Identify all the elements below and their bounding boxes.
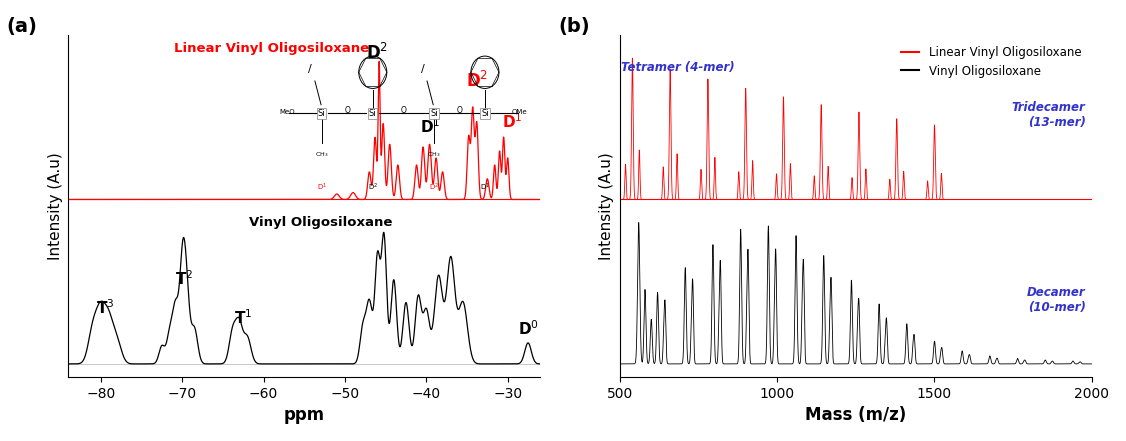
Y-axis label: Intensity (A.u): Intensity (A.u) xyxy=(47,152,63,260)
Text: Tetramer (4-mer): Tetramer (4-mer) xyxy=(622,61,735,74)
Text: T$^3$: T$^3$ xyxy=(96,298,114,317)
Text: (a): (a) xyxy=(7,17,38,36)
Text: Vinyl Oligosiloxane: Vinyl Oligosiloxane xyxy=(249,216,392,229)
X-axis label: ppm: ppm xyxy=(284,406,324,424)
Text: D$^0$: D$^0$ xyxy=(518,319,538,338)
Y-axis label: Intensity (A.u): Intensity (A.u) xyxy=(599,152,615,260)
Text: T$^1$: T$^1$ xyxy=(234,309,252,327)
Text: D$^1$: D$^1$ xyxy=(501,112,522,131)
Text: D$^2$: D$^2$ xyxy=(466,71,488,91)
Text: Linear Vinyl Oligosiloxane: Linear Vinyl Oligosiloxane xyxy=(175,41,369,55)
Text: (b): (b) xyxy=(558,17,590,36)
Text: Decamer
(10-mer): Decamer (10-mer) xyxy=(1027,286,1085,314)
Text: Tridecamer
(13-mer): Tridecamer (13-mer) xyxy=(1012,101,1085,128)
Text: D$^2$: D$^2$ xyxy=(366,42,388,63)
Text: T$^2$: T$^2$ xyxy=(175,269,193,288)
Text: D$^1$: D$^1$ xyxy=(420,117,440,136)
X-axis label: Mass (m/z): Mass (m/z) xyxy=(805,406,906,424)
Legend: Linear Vinyl Oligosiloxane, Vinyl Oligosiloxane: Linear Vinyl Oligosiloxane, Vinyl Oligos… xyxy=(896,41,1085,82)
